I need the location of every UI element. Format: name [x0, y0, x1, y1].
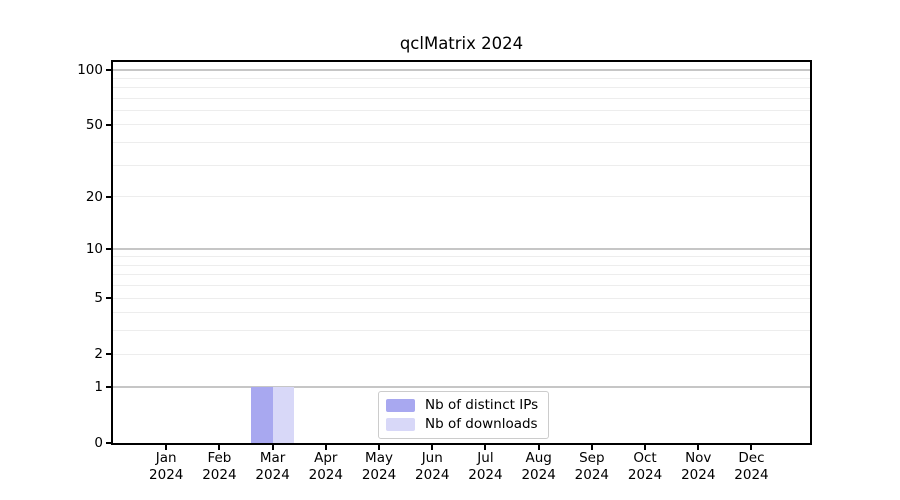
y-major-gridline — [113, 248, 810, 250]
y-minor-gridline — [113, 196, 810, 198]
y-minor-gridline — [113, 256, 810, 258]
legend-swatch-distinct-ips-icon — [386, 398, 415, 412]
y-minor-gridline — [113, 97, 810, 99]
y-minor-gridline — [113, 142, 810, 144]
x-axis-tick — [644, 443, 647, 450]
x-tick-label: Aug 2024 — [521, 450, 556, 483]
x-axis-tick — [378, 443, 381, 450]
y-minor-gridline — [113, 312, 810, 314]
y-axis-tick — [106, 123, 113, 126]
legend-row-downloads: Nb of downloads — [386, 416, 538, 432]
y-tick-label: 10 — [85, 241, 103, 257]
y-axis-tick — [106, 385, 113, 388]
y-tick-label: 2 — [94, 346, 103, 363]
x-tick-label: Jul 2024 — [468, 450, 503, 483]
y-tick-label: 1 — [94, 378, 103, 395]
legend-row-distinct-ips: Nb of distinct IPs — [386, 397, 538, 413]
y-minor-gridline — [113, 297, 810, 299]
x-tick-label: Feb 2024 — [202, 450, 237, 483]
x-axis-tick — [697, 443, 700, 450]
x-tick-label: Jan 2024 — [149, 450, 184, 483]
y-axis-tick — [106, 442, 113, 444]
x-tick-label: Jun 2024 — [415, 450, 450, 483]
y-axis-tick — [106, 248, 113, 250]
bar-nb-of-distinct-ips — [251, 386, 273, 443]
x-axis-tick — [484, 443, 487, 450]
legend-label-downloads: Nb of downloads — [425, 416, 538, 432]
y-tick-label: 5 — [94, 290, 103, 307]
x-axis-tick — [324, 443, 327, 450]
bar-nb-of-downloads — [272, 386, 295, 443]
y-axis-tick — [106, 353, 113, 356]
y-tick-label: 20 — [85, 188, 103, 205]
x-axis-tick — [537, 443, 540, 450]
y-major-gridline — [113, 68, 810, 71]
y-tick-label: 50 — [85, 116, 103, 133]
legend-label-distinct-ips: Nb of distinct IPs — [425, 397, 539, 413]
legend-swatch-downloads-icon — [386, 417, 415, 431]
x-axis-tick — [165, 443, 168, 450]
x-tick-label: Oct 2024 — [627, 450, 663, 483]
x-axis-tick — [271, 443, 274, 450]
y-minor-gridline — [113, 77, 810, 79]
y-axis-tick — [106, 68, 113, 71]
x-axis-tick — [590, 443, 593, 450]
y-minor-gridline — [113, 164, 810, 166]
x-tick-label: Apr 2024 — [308, 450, 343, 483]
y-minor-gridline — [113, 274, 810, 276]
x-tick-label: May 2024 — [361, 450, 397, 483]
x-axis-tick — [431, 443, 434, 450]
x-tick-label: Dec 2024 — [734, 450, 769, 483]
x-axis-tick — [750, 443, 753, 450]
chart-title: qclMatrix 2024 — [399, 34, 524, 53]
y-minor-gridline — [113, 109, 810, 111]
y-minor-gridline — [113, 124, 810, 126]
y-minor-gridline — [113, 86, 810, 88]
y-minor-gridline — [113, 264, 810, 266]
y-axis-tick — [106, 297, 113, 300]
y-tick-label: 100 — [77, 61, 103, 78]
plot-area: Nb of distinct IPs Nb of downloads 0 1 2 5 1… — [77, 60, 812, 483]
x-tick-label: Sep 2024 — [574, 450, 610, 483]
x-tick-label: Mar 2024 — [255, 450, 290, 483]
y-minor-gridline — [113, 330, 810, 332]
y-major-gridline — [113, 385, 810, 388]
y-minor-gridline — [113, 285, 810, 287]
x-axis-tick — [218, 443, 221, 450]
chart-legend: Nb of distinct IPs Nb of downloads — [378, 391, 550, 439]
x-tick-label: Nov 2024 — [681, 450, 716, 483]
y-axis-tick — [106, 195, 113, 198]
y-tick-label: 0 — [94, 435, 103, 451]
y-minor-gridline — [113, 353, 810, 355]
